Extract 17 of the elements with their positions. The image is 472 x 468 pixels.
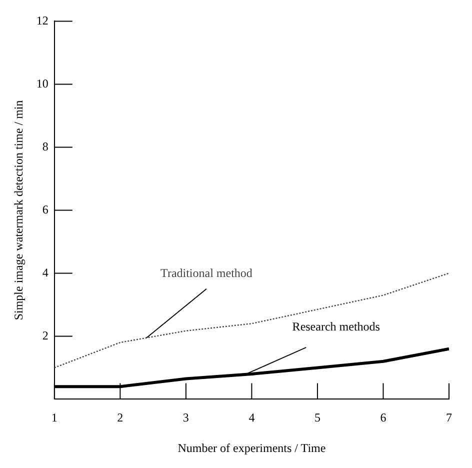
x-tick-label: 5 [314,410,320,425]
x-tick-label: 1 [51,410,58,425]
x-tick-label: 3 [182,410,189,425]
text: Research methods [292,320,380,334]
x-tick-label: 7 [446,410,452,425]
y-tick-label: 2 [42,328,48,342]
text: Traditional method [160,266,252,280]
x-axis-title: Number of experiments / Time [178,440,326,455]
x-tick-label: 4 [248,410,255,425]
y-tick-label: 12 [36,13,48,28]
x-tick-label: 2 [117,410,124,425]
y-axis-title: Simple image watermark detection time / min [11,100,26,320]
y-tick-label: 8 [42,139,48,154]
y-tick-label: 6 [42,202,48,216]
y-tick-label: 4 [42,265,48,280]
y-tick-label: 10 [36,76,48,90]
x-tick-label: 6 [380,410,386,425]
